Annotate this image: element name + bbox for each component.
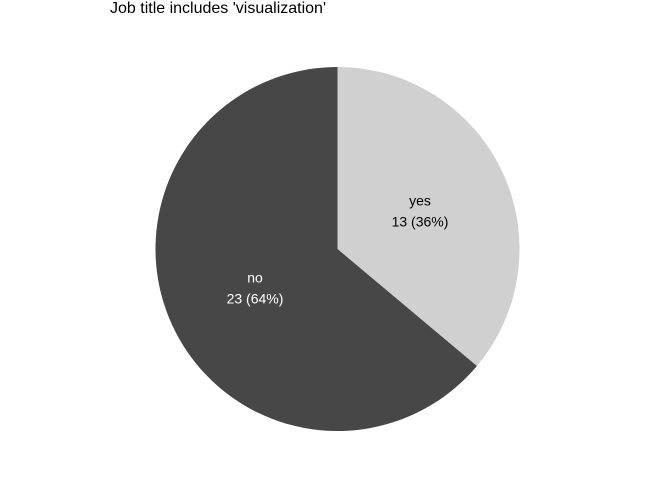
chart-title: Job title includes 'visualization' [110, 0, 326, 17]
pie-slice-yes [337, 67, 520, 366]
slice-value-label-yes: 13 (36%) [392, 214, 449, 230]
slice-label-yes: yes [409, 193, 431, 209]
pie-slices [155, 67, 520, 431]
pie-labels: yes 13 (36%) no 23 (64%) [227, 193, 449, 307]
slice-value-label-no: 23 (64%) [227, 291, 284, 307]
pie-slice-no [155, 67, 477, 431]
slice-label-no: no [247, 270, 263, 286]
